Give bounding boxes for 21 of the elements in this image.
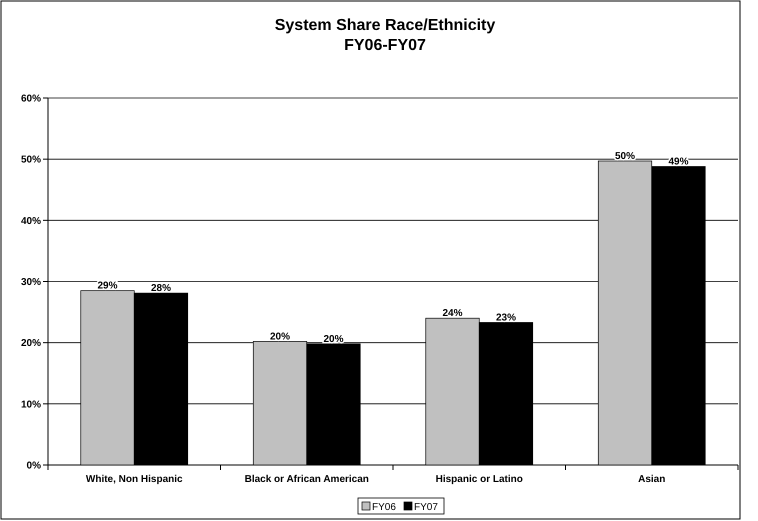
y-tick-label: 50% xyxy=(20,154,42,166)
data-label: 28% xyxy=(150,283,172,294)
data-label: 23% xyxy=(496,312,516,324)
x-tick-label: Black or African American xyxy=(244,474,369,485)
y-tick-label: 10% xyxy=(20,399,42,410)
x-tick-label: White, Non Hispanic xyxy=(86,474,184,485)
chart-title: System Share Race/Ethnicity FY06-FY07 xyxy=(274,17,496,54)
y-tick-label: 20% xyxy=(20,338,42,350)
data-label: 24% xyxy=(442,308,463,320)
data-label: 20% xyxy=(270,331,290,342)
legend-label: FY06 xyxy=(372,502,396,513)
x-tick-label: Hispanic or Latino xyxy=(436,474,523,485)
y-tick-label: 40% xyxy=(20,216,42,227)
y-tick-label: 0% xyxy=(26,460,42,472)
data-label: 20% xyxy=(323,334,344,345)
data-label: 49% xyxy=(668,156,689,168)
legend-label: FY07 xyxy=(414,502,438,513)
y-tick-label: 30% xyxy=(20,277,42,288)
y-tick-label: 60% xyxy=(20,94,42,104)
data-label: 29% xyxy=(98,280,118,292)
x-tick-label: Asian xyxy=(638,474,666,485)
